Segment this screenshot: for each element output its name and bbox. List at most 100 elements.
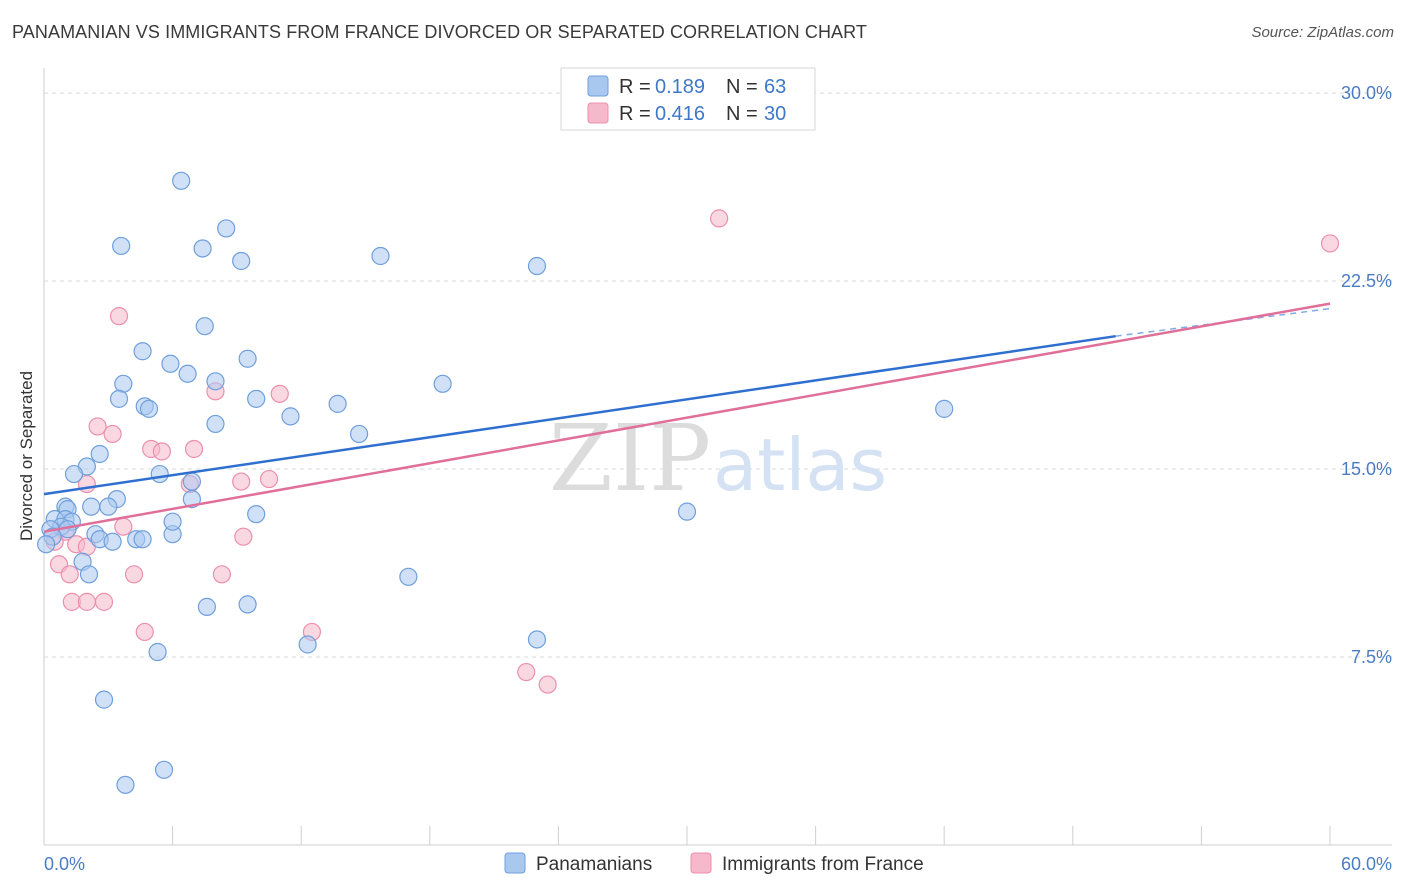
y-tick-label: 22.5%: [1341, 271, 1392, 291]
france-point: [114, 517, 133, 536]
panamanian-point: [37, 535, 56, 554]
panamanian-point: [197, 597, 216, 616]
france-point: [1320, 234, 1340, 253]
x-tick-label-min: 0.0%: [44, 854, 85, 874]
panamanian-point: [64, 464, 84, 484]
legend-n-value-2: 30: [764, 103, 786, 125]
bottom-legend-panamanians: Panamanians: [536, 854, 652, 875]
france-trend-line: [43, 302, 1331, 533]
panamanian-point: [148, 642, 167, 662]
france-point: [103, 424, 122, 444]
france-point: [184, 439, 204, 459]
france-point: [710, 209, 729, 228]
y-tick-label: 30.0%: [1341, 83, 1392, 103]
legend: R = 0.189 N = 63 R = 0.416 N = 30: [560, 67, 816, 131]
panamanian-point: [527, 256, 547, 276]
bottom-legend-swatch-pink: [690, 852, 712, 874]
panamanian-point: [238, 595, 257, 614]
x-tick-labels: 0.0% 60.0%: [44, 854, 1392, 874]
legend-swatch-blue: [587, 75, 609, 97]
panamanian-point: [116, 775, 135, 794]
x-ticks: [43, 826, 1331, 845]
bottom-legend: Panamanians Immigrants from France: [504, 852, 924, 875]
panamanian-point: [99, 497, 118, 516]
panamanian-point: [150, 464, 169, 484]
y-tick-label: 15.0%: [1341, 459, 1392, 479]
grid-lines: [44, 92, 1392, 658]
france-point: [152, 442, 171, 461]
panamanian-point: [182, 490, 201, 509]
panamanian-point: [182, 472, 201, 491]
y-tick-labels: 7.5% 15.0% 22.5% 30.0%: [1341, 83, 1392, 667]
watermark: ZIP atlas: [549, 405, 887, 512]
panamanian-point: [527, 630, 547, 649]
legend-r-value-1: 0.189: [655, 76, 705, 98]
france-point: [94, 592, 114, 611]
legend-n-label-2: N =: [726, 103, 758, 125]
france-point: [212, 565, 231, 584]
panamanian-point: [103, 532, 122, 551]
france-point: [259, 469, 279, 489]
panamanian-point: [94, 690, 114, 709]
panamanians-trend-line: [43, 334, 1116, 496]
legend-n-value-1: 63: [764, 76, 786, 98]
panamanian-point: [206, 372, 225, 391]
panamanian-point: [139, 399, 159, 418]
legend-r-label-1: R =: [619, 76, 651, 98]
bottom-legend-swatch-blue: [504, 852, 526, 874]
france-point: [538, 675, 557, 694]
panamanian-point: [206, 414, 225, 434]
panamanian-point: [163, 512, 182, 531]
legend-r-label-2: R =: [619, 103, 651, 125]
panamanian-point: [433, 374, 452, 393]
panamanian-point: [232, 251, 251, 271]
panamanian-point: [178, 364, 197, 383]
panamanian-point: [677, 502, 697, 521]
y-tick-label: 7.5%: [1351, 647, 1392, 667]
panamanian-point: [195, 317, 214, 336]
panamanian-point: [328, 394, 347, 413]
source-label: Source: ZipAtlas.com: [1251, 24, 1394, 41]
legend-r-value-2: 0.416: [655, 103, 705, 125]
panamanian-point: [193, 239, 212, 258]
france-point: [77, 592, 96, 611]
panamanian-point: [349, 424, 369, 444]
series-panamanians-points: [37, 171, 954, 794]
france-point: [109, 307, 129, 326]
france-point: [60, 565, 79, 584]
y-axis-label: Divorced or Separated: [17, 371, 36, 541]
panamanian-point: [935, 399, 954, 418]
france-point: [517, 662, 536, 682]
france-point: [234, 527, 253, 546]
france-point: [270, 384, 289, 403]
panamanian-point: [133, 530, 152, 549]
panamanian-point: [298, 635, 317, 654]
bottom-legend-france: Immigrants from France: [722, 854, 924, 875]
legend-n-label-1: N =: [726, 76, 758, 98]
panamanian-point: [114, 374, 133, 393]
x-tick-label-max: 60.0%: [1341, 854, 1392, 874]
panamanian-point: [371, 246, 390, 266]
series-france-points: [45, 209, 1340, 694]
panamanian-point: [247, 389, 266, 408]
panamanian-point: [247, 505, 266, 524]
panamanian-point: [154, 760, 174, 779]
panamanian-point: [217, 219, 236, 238]
france-point: [124, 565, 144, 584]
panamanian-point: [161, 354, 180, 373]
panamanian-point: [90, 444, 109, 464]
panamanian-point: [133, 342, 152, 361]
legend-swatch-pink: [587, 102, 609, 124]
france-point: [135, 622, 154, 642]
panamanian-point: [109, 389, 129, 408]
panamanian-point: [82, 497, 101, 516]
panamanian-point: [281, 407, 300, 426]
panamanian-point: [399, 567, 418, 586]
panamanian-point: [238, 349, 257, 368]
watermark-atlas: atlas: [713, 423, 887, 507]
panamanian-point: [79, 565, 99, 584]
watermark-zip: ZIP: [549, 405, 711, 512]
axes: [43, 68, 1392, 846]
chart-title: PANAMANIAN VS IMMIGRANTS FROM FRANCE DIV…: [12, 22, 868, 42]
